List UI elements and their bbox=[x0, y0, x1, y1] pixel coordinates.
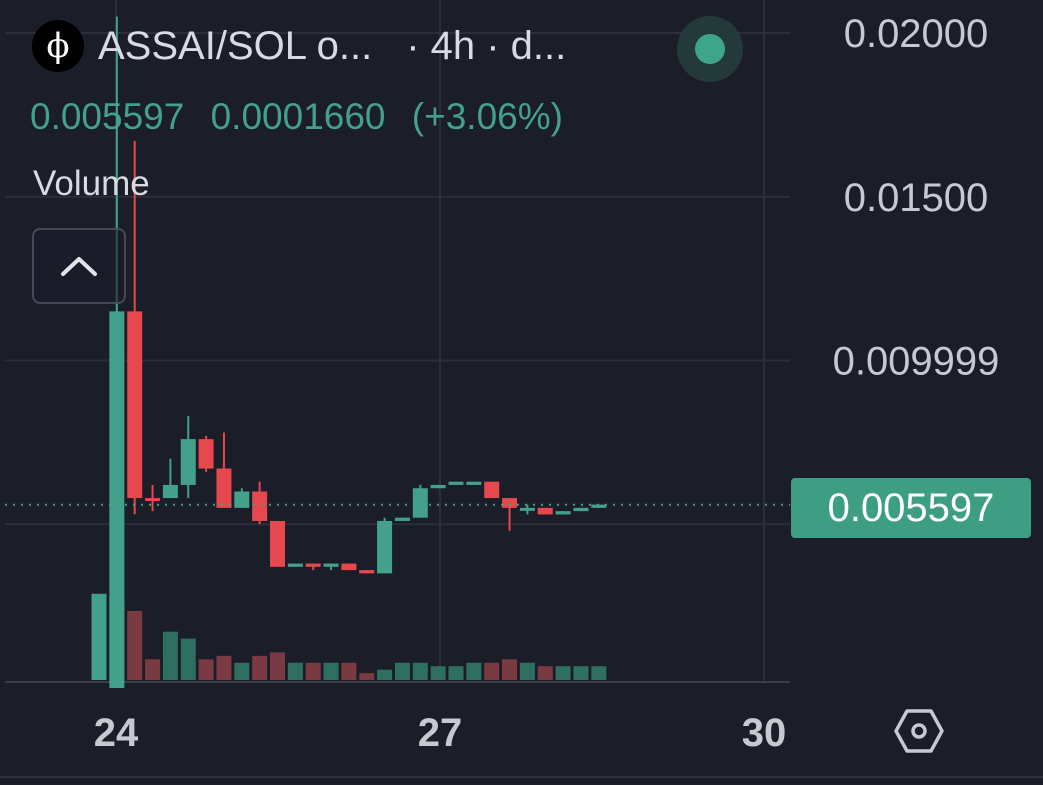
candle-body bbox=[127, 311, 143, 499]
candle-body bbox=[198, 439, 214, 469]
candle-body bbox=[394, 517, 410, 521]
volume-bars bbox=[91, 593, 607, 680]
candle-body bbox=[537, 507, 553, 515]
volume-bar bbox=[502, 659, 518, 680]
candle-body bbox=[377, 520, 393, 574]
change-percent-text: (+3.06%) bbox=[411, 96, 563, 137]
volume-bar bbox=[377, 669, 393, 680]
volume-bar bbox=[591, 666, 607, 680]
candle-body bbox=[323, 563, 339, 567]
volume-bar bbox=[145, 659, 161, 680]
volume-bar bbox=[412, 662, 428, 680]
candle-body bbox=[145, 498, 161, 502]
volume-bar bbox=[359, 673, 375, 680]
volume-bar bbox=[234, 662, 250, 680]
candle-body bbox=[484, 481, 500, 499]
y-tick-label: 0.02000 bbox=[844, 12, 989, 56]
last-price-text: 0.005597 bbox=[30, 96, 185, 137]
candle-body bbox=[573, 507, 589, 512]
volume-bar bbox=[287, 662, 303, 680]
volume-bar bbox=[252, 655, 268, 680]
candle-body bbox=[502, 498, 518, 508]
token-logo-icon: ϕ bbox=[32, 20, 84, 72]
live-indicator-icon bbox=[677, 16, 743, 82]
candle-body bbox=[287, 563, 303, 567]
volume-bar bbox=[430, 666, 446, 680]
candle-body bbox=[448, 481, 464, 485]
candle-body bbox=[305, 563, 321, 567]
settings-hexagon-icon[interactable] bbox=[894, 708, 944, 754]
candle-body bbox=[270, 520, 285, 567]
volume-bar bbox=[162, 631, 178, 680]
volume-bar bbox=[519, 662, 535, 680]
chart-header: ϕ ASSAI/SOL o... · 4h · d... bbox=[32, 20, 566, 72]
candle-body bbox=[216, 468, 232, 508]
x-tick-label: 30 bbox=[742, 711, 787, 755]
y-tick-label: 0.01500 bbox=[844, 176, 989, 220]
change-text: 0.0001660 bbox=[210, 96, 386, 137]
ohlc-readout: 0.005597 0.0001660 (+3.06%) bbox=[30, 96, 579, 138]
candle-body bbox=[180, 439, 196, 485]
live-dot bbox=[695, 34, 725, 64]
candle-body bbox=[519, 507, 535, 511]
candle-body bbox=[234, 491, 250, 508]
candle-body bbox=[412, 488, 428, 518]
collapse-button[interactable] bbox=[32, 228, 126, 304]
pair-title[interactable]: ASSAI/SOL o... bbox=[98, 23, 373, 68]
volume-bar bbox=[448, 666, 464, 680]
volume-bar bbox=[270, 652, 285, 680]
candle-body bbox=[252, 491, 268, 521]
candle-body bbox=[341, 563, 357, 571]
candle-body bbox=[555, 511, 571, 515]
volume-bar bbox=[91, 593, 107, 680]
candle-body bbox=[109, 311, 125, 688]
volume-bar bbox=[573, 666, 589, 680]
volume-bar bbox=[484, 662, 500, 680]
volume-bar bbox=[466, 662, 482, 680]
x-tick-label: 27 bbox=[418, 711, 463, 755]
candle-body bbox=[591, 504, 607, 508]
volume-bar bbox=[555, 666, 571, 680]
volume-bar bbox=[323, 662, 339, 680]
volume-bar bbox=[537, 666, 553, 680]
x-tick-label: 24 bbox=[94, 711, 139, 755]
volume-label: Volume bbox=[33, 164, 150, 203]
volume-bar bbox=[305, 662, 321, 680]
volume-bar bbox=[394, 662, 410, 680]
interval-label[interactable]: · 4h · d... bbox=[406, 23, 567, 68]
volume-bar bbox=[341, 662, 357, 680]
candle-body bbox=[430, 484, 446, 489]
candle-body bbox=[466, 481, 482, 485]
chevron-up-icon bbox=[61, 257, 97, 276]
candle-body bbox=[162, 484, 178, 499]
volume-bar bbox=[127, 611, 143, 680]
y-tick-label: 0.009999 bbox=[833, 340, 1000, 384]
current-price-tag: 0.005597 bbox=[791, 478, 1031, 538]
axes: 0.02000 0.01500 0.009999 24 27 30 bbox=[5, 12, 999, 755]
volume-bar bbox=[216, 655, 232, 680]
volume-bar bbox=[198, 659, 214, 680]
volume-bar bbox=[180, 638, 196, 680]
candle-body bbox=[359, 570, 375, 574]
